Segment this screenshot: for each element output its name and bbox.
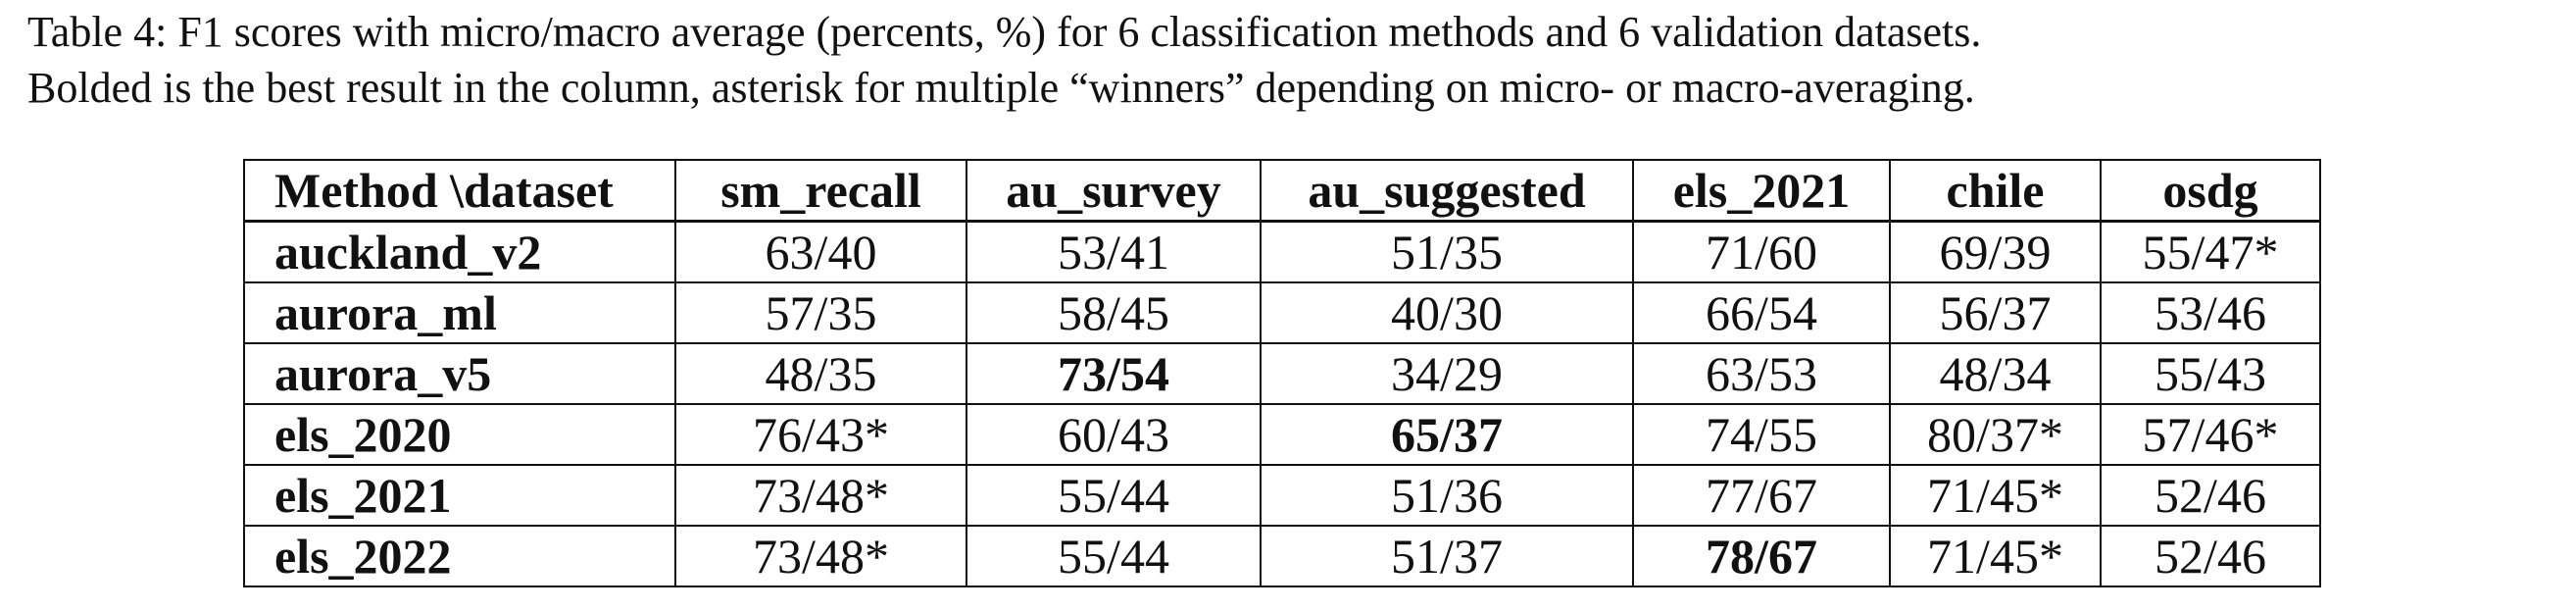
table-cell: 65/37 [1260,403,1634,466]
table-body: auckland_v2 63/40 53/41 51/35 71/60 69/3… [243,220,2321,587]
table-cell: 73/54 [966,342,1262,405]
table-cell: 55/44 [966,464,1262,527]
table-row: els_2020 76/43* 60/43 65/37 74/55 80/37*… [243,403,2321,466]
caption-line-1: Table 4: F1 scores with micro/macro aver… [27,8,1982,56]
table-row: els_2022 73/48* 55/44 51/37 78/67 71/45*… [243,525,2321,587]
table-cell: 60/43 [966,403,1262,466]
table-caption: Table 4: F1 scores with micro/macro aver… [27,4,2566,116]
table-cell: 57/35 [674,281,967,344]
table-cell: 51/36 [1260,464,1634,527]
table-cell: 48/35 [674,342,967,405]
table-row: auckland_v2 63/40 53/41 51/35 71/60 69/3… [243,220,2321,283]
table-row: aurora_ml 57/35 58/45 40/30 66/54 56/37 … [243,281,2321,344]
table-cell: 58/45 [966,281,1262,344]
table-cell: 77/67 [1632,464,1891,527]
table-cell: 71/60 [1632,220,1891,283]
table-cell: 48/34 [1889,342,2102,405]
row-label: els_2021 [243,464,676,527]
table-cell: 51/37 [1260,525,1634,587]
header-cell-au-suggested: au_suggested [1260,159,1634,223]
table-cell: 74/55 [1632,403,1891,466]
results-table: Method \dataset sm_recall au_survey au_s… [243,159,2321,587]
table-row: els_2021 73/48* 55/44 51/36 77/67 71/45*… [243,464,2321,527]
table-cell: 78/67 [1632,525,1891,587]
table-cell: 57/46* [2100,403,2321,466]
header-row: Method \dataset sm_recall au_survey au_s… [243,159,2321,223]
header-cell-els-2021: els_2021 [1632,159,1891,223]
table-cell: 34/29 [1260,342,1634,405]
row-label: aurora_ml [243,281,676,344]
table-cell: 66/54 [1632,281,1891,344]
table-cell: 55/44 [966,525,1262,587]
caption-line-2: Bolded is the best result in the column,… [27,64,1975,113]
table-cell: 52/46 [2100,464,2321,527]
table-header: Method \dataset sm_recall au_survey au_s… [243,159,2321,223]
table-cell: 55/43 [2100,342,2321,405]
table-cell: 53/46 [2100,281,2321,344]
header-cell-method: Method \dataset [243,159,676,223]
table-cell: 56/37 [1889,281,2102,344]
table-cell: 53/41 [966,220,1262,283]
row-label: els_2020 [243,403,676,466]
header-cell-sm-recall: sm_recall [674,159,967,223]
table-cell: 76/43* [674,403,967,466]
header-cell-chile: chile [1889,159,2102,223]
table-cell: 80/37* [1889,403,2102,466]
table-cell: 63/53 [1632,342,1891,405]
row-label: auckland_v2 [243,220,676,283]
row-label: aurora_v5 [243,342,676,405]
row-label: els_2022 [243,525,676,587]
table-cell: 73/48* [674,525,967,587]
table-cell: 71/45* [1889,525,2102,587]
table-row: aurora_v5 48/35 73/54 34/29 63/53 48/34 … [243,342,2321,405]
table-cell: 69/39 [1889,220,2102,283]
header-cell-au-survey: au_survey [966,159,1262,223]
table-cell: 73/48* [674,464,967,527]
table-cell: 55/47* [2100,220,2321,283]
table-cell: 52/46 [2100,525,2321,587]
table-cell: 40/30 [1260,281,1634,344]
table-cell: 63/40 [674,220,967,283]
header-cell-osdg: osdg [2100,159,2321,223]
table-cell: 71/45* [1889,464,2102,527]
table-cell: 51/35 [1260,220,1634,283]
